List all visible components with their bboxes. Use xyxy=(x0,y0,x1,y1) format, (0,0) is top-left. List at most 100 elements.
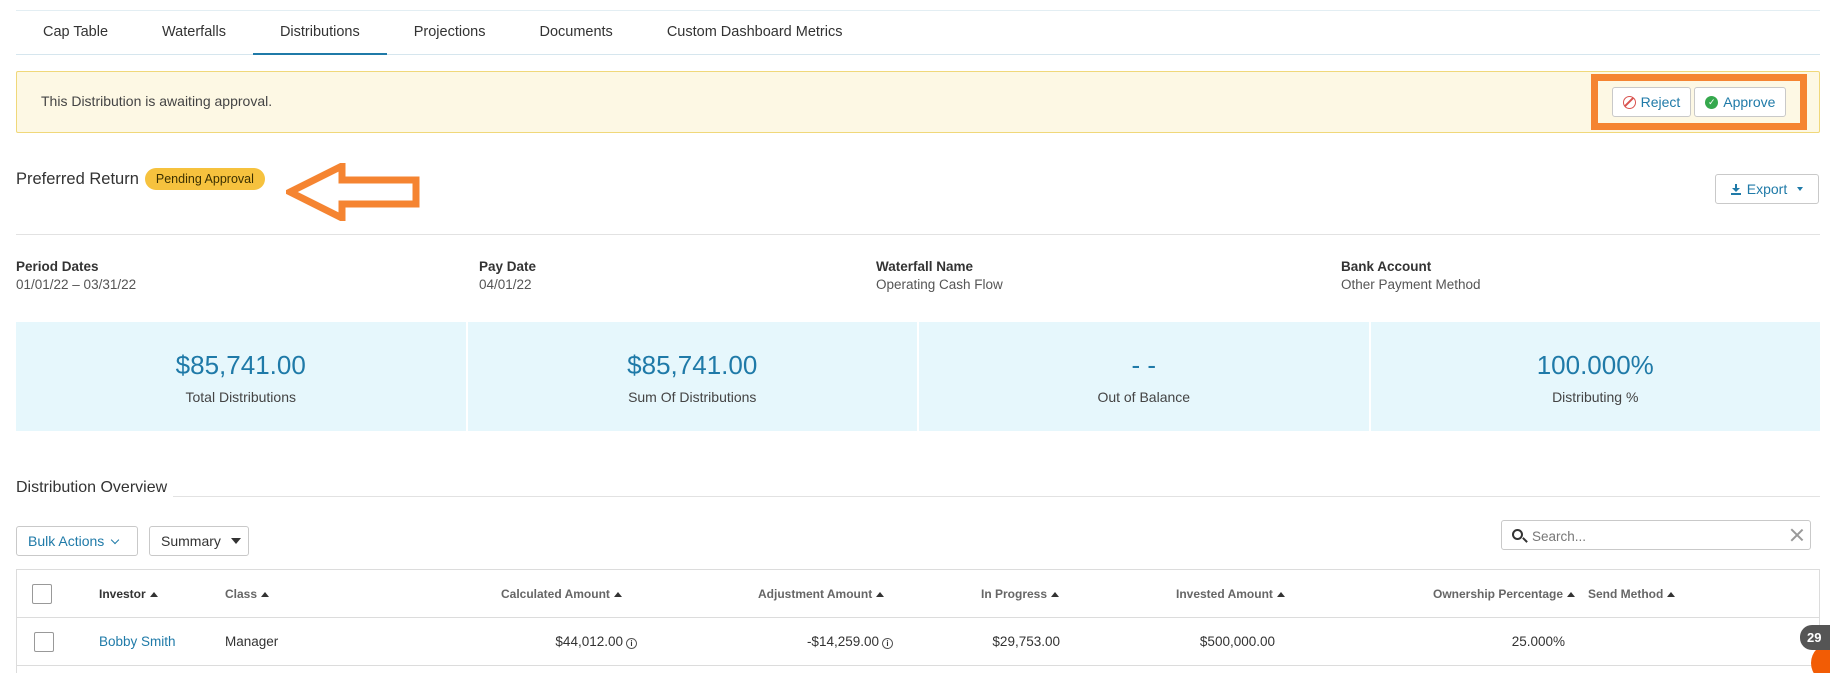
adjustment-amount-value: -$14,259.00 xyxy=(806,634,879,649)
stat-value: 100.000% xyxy=(1536,350,1654,380)
notification-count-badge: 29 xyxy=(1800,625,1830,650)
close-icon[interactable] xyxy=(1790,528,1804,542)
tab-projections[interactable]: Projections xyxy=(413,24,486,40)
search-icon xyxy=(1512,529,1523,540)
sort-asc-icon xyxy=(876,592,885,597)
info-icon[interactable]: i xyxy=(882,638,893,649)
header-ownership-percentage[interactable]: Ownership Percentage xyxy=(1433,587,1576,601)
tab-distributions[interactable]: Distributions xyxy=(252,11,387,55)
check-circle-icon: ✓ xyxy=(1705,95,1719,109)
stat-label: Total Distributions xyxy=(185,389,297,405)
header-label: Invested Amount xyxy=(1176,587,1273,601)
approve-label: Approve xyxy=(1723,94,1776,110)
meta-bank-account: Bank Account Other Payment Method xyxy=(1341,259,1481,292)
meta-label: Bank Account xyxy=(1341,259,1432,274)
approval-actions-highlight: Reject ✓ Approve xyxy=(1591,74,1807,130)
adjustment-amount-cell: -$14,259.00 i xyxy=(693,634,893,649)
class-cell: Manager xyxy=(225,634,279,649)
reject-label: Reject xyxy=(1640,94,1681,110)
search-box xyxy=(1501,520,1811,550)
meta-label: Waterfall Name xyxy=(876,259,974,274)
sort-asc-icon xyxy=(261,592,270,597)
in-progress-cell: $29,753.00 xyxy=(992,634,1060,649)
header-class[interactable]: Class xyxy=(225,587,270,601)
header-in-progress[interactable]: In Progress xyxy=(981,587,1060,601)
meta-label: Pay Date xyxy=(479,259,537,274)
chat-launcher-icon[interactable] xyxy=(1811,643,1830,673)
tab-documents[interactable]: Documents xyxy=(539,24,613,40)
sort-asc-icon xyxy=(1051,592,1060,597)
sort-asc-icon xyxy=(149,592,158,597)
section-divider xyxy=(16,496,1820,497)
caret-down-icon xyxy=(230,538,241,544)
header-adjustment-amount[interactable]: Adjustment Amount xyxy=(758,587,885,601)
header-label: Adjustment Amount xyxy=(758,587,873,601)
approval-banner: This Distribution is awaiting approval. … xyxy=(16,71,1820,133)
sort-asc-icon xyxy=(1567,592,1576,597)
banner-message: This Distribution is awaiting approval. xyxy=(41,93,273,109)
export-label: Export xyxy=(1746,181,1788,197)
meta-value: 04/01/22 xyxy=(479,277,532,292)
row-checkbox[interactable] xyxy=(34,632,54,652)
tab-cap-table[interactable]: Cap Table xyxy=(43,24,109,40)
caret-down-icon xyxy=(1797,187,1804,191)
header-label: Ownership Percentage xyxy=(1433,587,1564,601)
meta-period-dates: Period Dates 01/01/22 – 03/31/22 xyxy=(16,259,136,292)
stat-value: - - xyxy=(1131,350,1157,380)
stat-sum-of-distributions: $85,741.00 Sum Of Distributions xyxy=(468,322,919,431)
meta-waterfall-name: Waterfall Name Operating Cash Flow xyxy=(876,259,1003,292)
tab-waterfalls[interactable]: Waterfalls xyxy=(162,24,226,40)
distribution-table: Investor Class Calculated Amount Adjustm… xyxy=(16,569,1820,673)
page-title: Preferred Return xyxy=(16,169,139,188)
summary-dropdown[interactable]: Summary xyxy=(149,526,249,556)
meta-value: Operating Cash Flow xyxy=(876,277,1003,292)
table-row: Bobby Smith Manager $44,012.00 i -$14,259… xyxy=(17,618,1819,666)
search-input[interactable] xyxy=(1532,526,1772,546)
status-badge: Pending Approval xyxy=(144,168,265,190)
meta-pay-date: Pay Date 04/01/22 xyxy=(479,259,536,292)
bulk-actions-label: Bulk Actions xyxy=(28,533,105,549)
sort-asc-icon xyxy=(613,592,622,597)
header-label: Send Method xyxy=(1588,587,1664,601)
header-invested-amount[interactable]: Invested Amount xyxy=(1176,587,1285,601)
calculated-amount-cell: $44,012.00 i xyxy=(437,634,637,649)
sort-asc-icon xyxy=(1667,592,1676,597)
header-label: Calculated Amount xyxy=(501,587,610,601)
distribution-header: Preferred Return Pending Approval xyxy=(16,168,265,190)
download-icon xyxy=(1730,183,1741,195)
tab-custom-dashboard-metrics[interactable]: Custom Dashboard Metrics xyxy=(666,24,843,40)
stats-panel: $85,741.00 Total Distributions $85,741.0… xyxy=(16,322,1820,431)
meta-label: Period Dates xyxy=(16,259,99,274)
header-investor[interactable]: Investor xyxy=(99,587,158,601)
bulk-actions-dropdown[interactable]: Bulk Actions xyxy=(16,526,138,556)
select-all-checkbox[interactable] xyxy=(32,584,52,604)
header-calculated-amount[interactable]: Calculated Amount xyxy=(501,587,622,601)
stat-label: Out of Balance xyxy=(1097,389,1191,405)
export-button[interactable]: Export xyxy=(1715,174,1819,204)
summary-label: Summary xyxy=(161,533,221,549)
investor-link[interactable]: Bobby Smith xyxy=(99,634,176,649)
section-title: Distribution Overview xyxy=(16,479,174,497)
stat-distributing-percent: 100.000% Distributing % xyxy=(1371,322,1821,431)
sort-asc-icon xyxy=(1276,592,1285,597)
tab-bar: Cap Table Waterfalls Distributions Proje… xyxy=(16,10,1820,55)
calculated-amount-value: $44,012.00 xyxy=(555,634,623,649)
header-send-method[interactable]: Send Method xyxy=(1588,587,1676,601)
header-label: In Progress xyxy=(981,587,1048,601)
stat-out-of-balance: - - Out of Balance xyxy=(919,322,1371,431)
stat-label: Distributing % xyxy=(1552,389,1639,405)
header-label: Investor xyxy=(99,587,146,601)
stat-value: $85,741.00 xyxy=(175,350,306,380)
approve-button[interactable]: ✓ Approve xyxy=(1694,87,1787,117)
meta-value: 01/01/22 – 03/31/22 xyxy=(16,277,137,292)
info-icon[interactable]: i xyxy=(626,638,637,649)
table-header: Investor Class Calculated Amount Adjustm… xyxy=(17,570,1819,618)
reject-button[interactable]: Reject xyxy=(1611,87,1692,117)
header-label: Class xyxy=(225,587,258,601)
stat-total-distributions: $85,741.00 Total Distributions xyxy=(16,322,468,431)
stat-label: Sum Of Distributions xyxy=(628,389,757,405)
annotation-arrow-icon xyxy=(286,163,420,221)
notification-widget[interactable]: 29 xyxy=(1797,625,1830,673)
chevron-down-icon xyxy=(111,535,120,544)
stat-value: $85,741.00 xyxy=(627,350,758,380)
